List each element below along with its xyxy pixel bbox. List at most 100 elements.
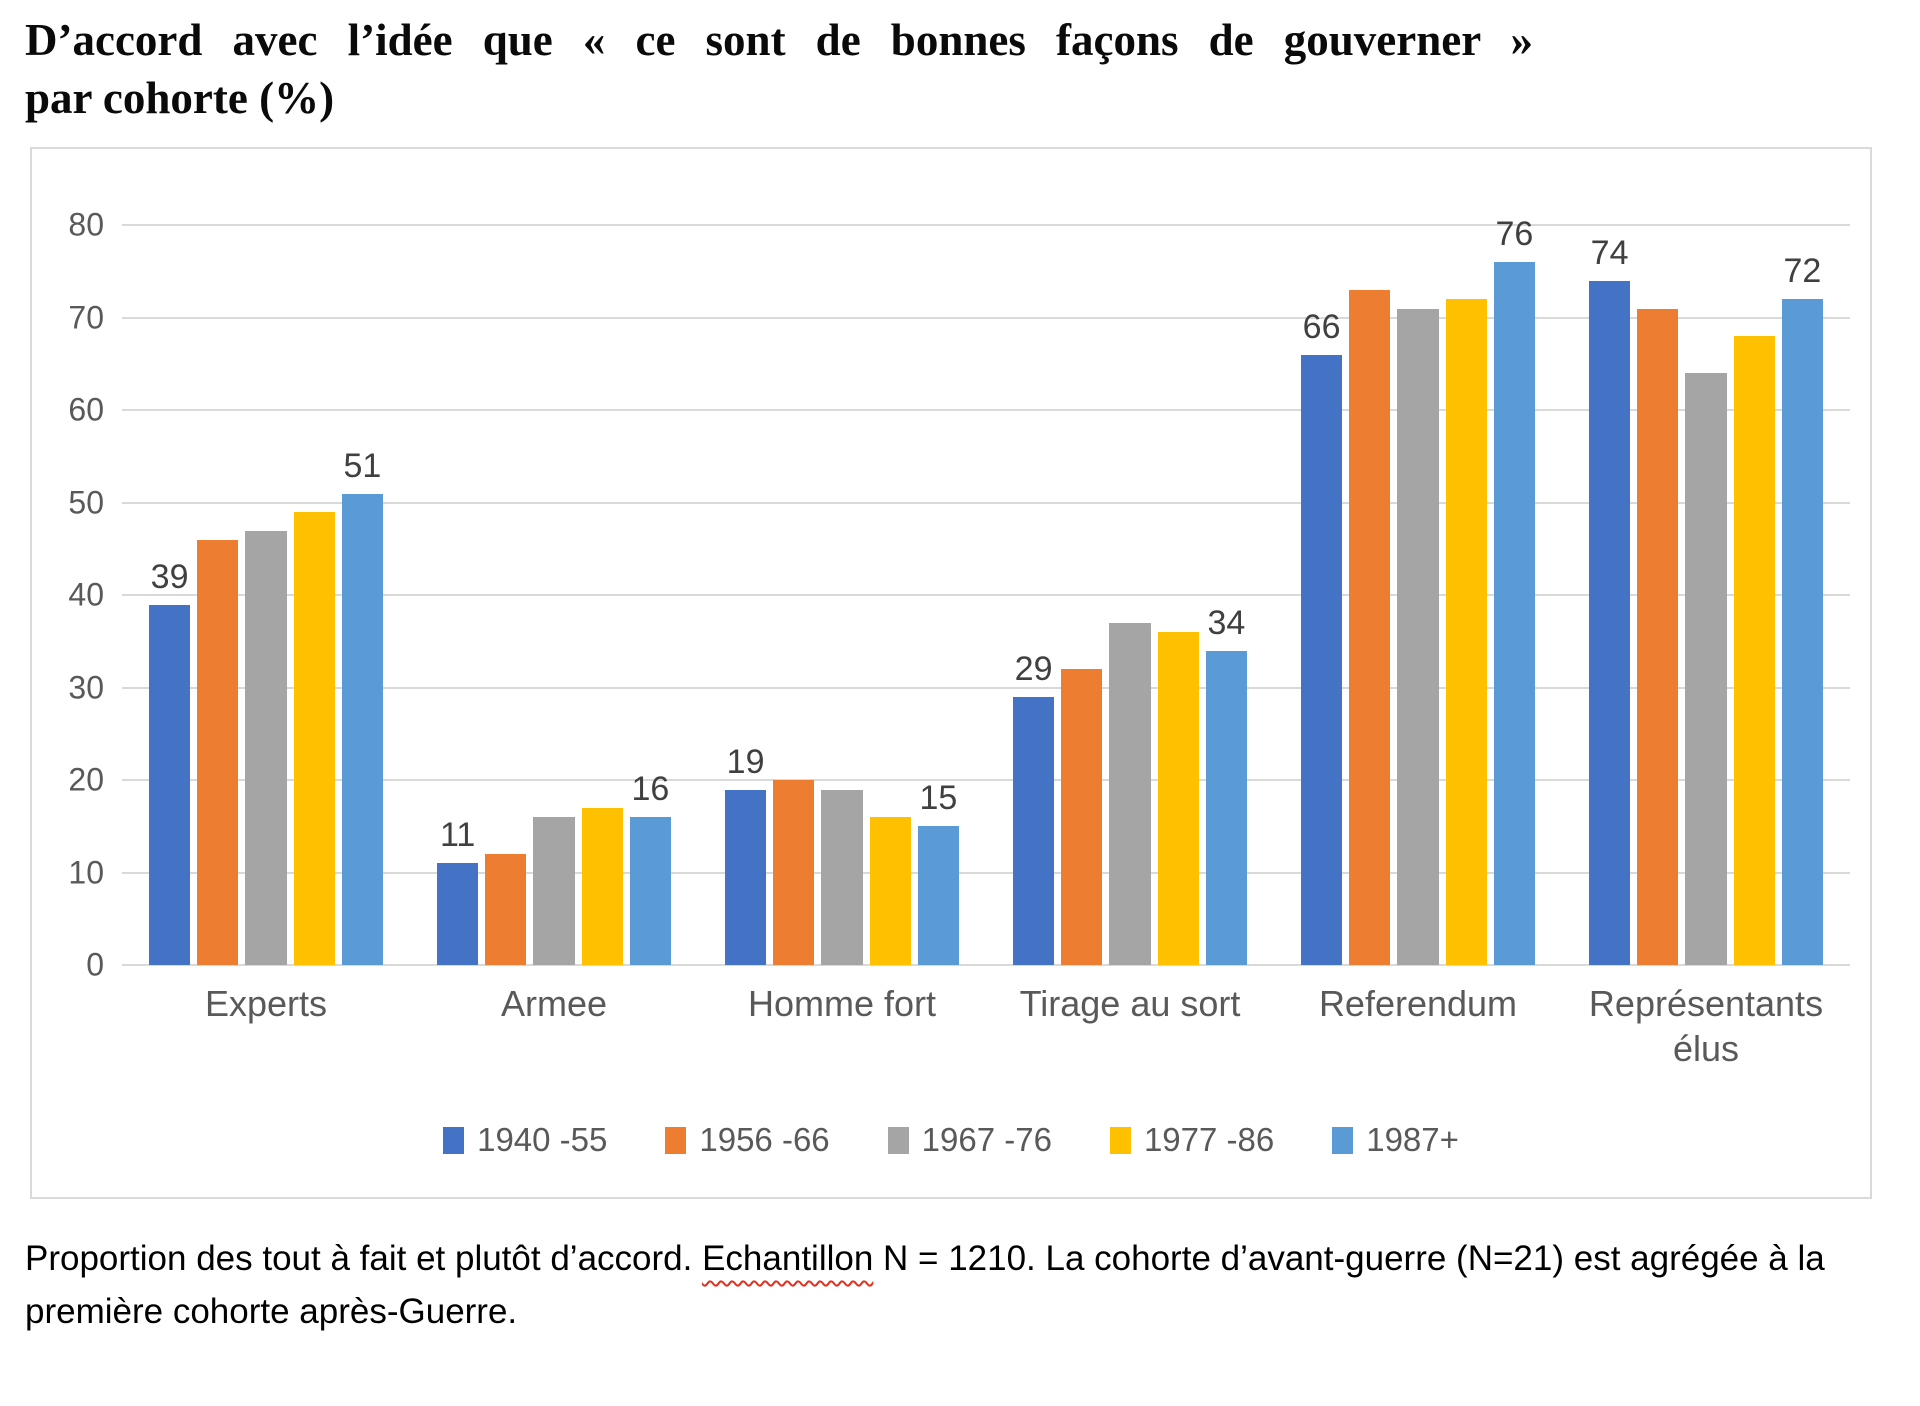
category-label: Tirage au sort: [1019, 983, 1241, 1025]
bar-group: 39 51: [122, 179, 410, 966]
bar: [1205, 650, 1248, 966]
data-label: 39: [150, 557, 189, 596]
bar: [773, 780, 815, 966]
footnote: Proportion des tout à fait et plutôt d’a…: [25, 1233, 1895, 1338]
footnote-spellcheck-word: Echantillon: [702, 1239, 874, 1279]
bar-slot: 72: [1781, 179, 1824, 966]
bar-slot: 16: [629, 179, 672, 966]
y-tick-label: 10: [68, 854, 104, 891]
legend-label: 1940 -55: [477, 1121, 608, 1159]
gridline: [122, 779, 1850, 782]
bar: [1589, 280, 1631, 966]
gridline: [122, 594, 1850, 597]
bar: [485, 854, 527, 966]
bar: [1445, 299, 1487, 966]
legend-item: 1987+: [1332, 1121, 1459, 1159]
bar-slot: [1733, 179, 1775, 966]
category-label: Experts: [204, 983, 328, 1025]
bar-slot: [1061, 179, 1103, 966]
bar: [1349, 290, 1391, 966]
bar: [869, 817, 911, 966]
legend-swatch-icon: [1109, 1126, 1131, 1154]
bar: [149, 604, 191, 966]
bar: [1061, 669, 1103, 966]
chart-title-line1: D’accord avec l’idée que « ce sont de bo…: [25, 15, 1533, 65]
bar: [197, 539, 239, 966]
gridline: [122, 501, 1850, 504]
bar-slot: [1637, 179, 1679, 966]
bar-slot: [533, 179, 575, 966]
bar-slot: 29: [1013, 179, 1055, 966]
bar: [293, 512, 335, 966]
bar-slot: [1397, 179, 1439, 966]
bar: [1781, 299, 1824, 966]
bar: [581, 808, 623, 966]
bar: [245, 530, 287, 966]
legend-swatch-icon: [665, 1126, 687, 1154]
bar: [341, 493, 384, 966]
data-label: 34: [1207, 603, 1246, 642]
bar-groups: 39 51 11 16 19 15 29 34 66 76 74 72: [122, 179, 1850, 966]
bar-group: 74 72: [1562, 179, 1850, 966]
bar-slot: [1685, 179, 1727, 966]
data-label: 29: [1014, 650, 1053, 689]
y-tick-label: 80: [68, 206, 104, 243]
bar-slot: 51: [341, 179, 384, 966]
gridline: [122, 224, 1850, 227]
bar: [1157, 632, 1199, 966]
category-label: Referendum: [1318, 983, 1518, 1025]
bar-slot: [869, 179, 911, 966]
bar: [629, 817, 672, 966]
legend-label: 1977 -86: [1143, 1121, 1275, 1159]
bar: [1637, 308, 1679, 966]
data-label: 76: [1495, 215, 1534, 254]
category-label: Homme fort: [747, 983, 937, 1025]
bar: [1301, 354, 1343, 966]
bar: [1733, 336, 1775, 966]
bar-slot: [581, 179, 623, 966]
y-axis: 0 10 20 30 40 50 60 70 80: [32, 179, 122, 983]
plot: 39 51 11 16 19 15 29 34 66 76 74 72: [122, 179, 1850, 967]
bar-group: 19 15: [698, 179, 986, 966]
bar: [1685, 373, 1727, 966]
bar-slot: 76: [1493, 179, 1536, 966]
legend-item: 1956 -66: [665, 1121, 830, 1159]
bar: [725, 789, 767, 966]
plot-area: 0 10 20 30 40 50 60 70 80 39 51 11 16 19 15 29 34 66 76 74…: [32, 179, 1870, 983]
x-axis-line: [122, 964, 1850, 967]
bar: [917, 826, 960, 966]
chart-title-line2: par cohorte (%): [25, 72, 335, 123]
footnote-part2: N = 1210. La cohorte d’avant-guerre (N=2…: [25, 1239, 1825, 1331]
chart-title: D’accord avec l’idée que « ce sont de bo…: [25, 12, 1533, 127]
y-tick-label: 60: [68, 391, 104, 428]
x-axis-labels: Experts Armee Homme fort Tirage au sort Refe…: [122, 981, 1870, 1071]
bar-slot: 66: [1301, 179, 1343, 966]
category-label: Armee: [500, 983, 608, 1025]
footnote-part1: Proportion des tout à fait et plutôt d’a…: [25, 1239, 703, 1279]
legend-label: 1956 -66: [699, 1121, 830, 1159]
bar-slot: 11: [437, 179, 479, 966]
bar: [437, 863, 479, 966]
bar-slot: [293, 179, 335, 966]
bar: [1397, 308, 1439, 966]
category-label: Représentants élus: [1588, 983, 1824, 1070]
chart-area: 0 10 20 30 40 50 60 70 80 39 51 11 16 19 15 29 34 66 76 74…: [30, 147, 1872, 1200]
bar-slot: [773, 179, 815, 966]
gridline: [122, 409, 1850, 412]
bar: [533, 817, 575, 966]
bar-slot: 15: [917, 179, 960, 966]
legend-swatch-icon: [443, 1126, 465, 1154]
data-label: 72: [1783, 252, 1822, 291]
y-tick-label: 20: [68, 761, 104, 798]
bar-slot: [485, 179, 527, 966]
data-label: 19: [726, 742, 765, 781]
legend-label: 1967 -76: [921, 1121, 1052, 1159]
data-label: 51: [343, 446, 382, 485]
legend-item: 1940 -55: [443, 1121, 607, 1159]
legend-swatch-icon: [887, 1126, 909, 1154]
data-label: 11: [439, 816, 476, 855]
data-label: 66: [1302, 307, 1341, 346]
bar-slot: [1109, 179, 1151, 966]
bar: [1109, 623, 1151, 966]
bar-slot: 74: [1589, 179, 1631, 966]
